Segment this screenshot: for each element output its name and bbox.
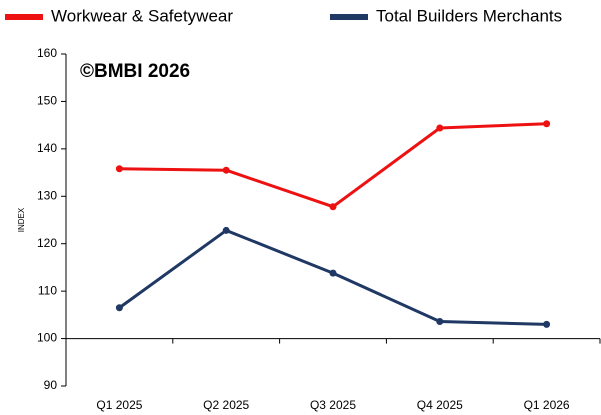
x-tick-label: Q1 2026 [524,398,570,412]
point [436,317,444,325]
point [115,165,123,173]
y-tick-label: 110 [38,283,57,297]
x-tick-label: Q2 2025 [203,398,249,412]
y-tick-label: 120 [37,236,57,250]
point [329,203,337,211]
legend-label: Total Builders Merchants [376,6,562,25]
x-tick-label: Q3 2025 [310,398,356,412]
y-tick-label: 130 [37,188,57,202]
y-tick-label: 150 [37,94,57,108]
point [222,166,230,174]
series-line [119,122,547,209]
point [543,120,551,128]
point [329,269,337,277]
legend-label: Workwear & Safetywear [51,6,233,25]
y-tick-label: 160 [37,46,57,60]
y-tick-label: 90 [44,378,58,392]
point [436,124,444,132]
y-tick-label: 140 [37,141,57,155]
x-tick-label: Q4 2025 [417,398,463,412]
y-tick-label: 100 [37,331,57,345]
point [543,320,551,328]
annotation: ©BMBI 2026 [80,61,190,82]
x-tick-label: Q1 2025 [96,398,142,412]
point [115,304,123,312]
point [222,226,230,234]
y-axis-label: INDEX [17,207,26,232]
series-line [118,228,547,326]
